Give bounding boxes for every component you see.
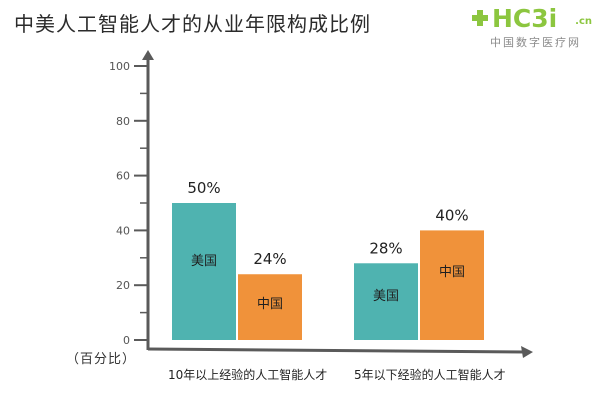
x-axis-line [147,347,526,354]
y-tick-label-60: 60 [116,170,130,183]
logo-tagline: 中国数字医疗网 [490,36,581,49]
value-label-china-0: 24% [253,250,286,268]
series-name-usa-1: 美国 [373,289,399,304]
x-axis-arrow [521,346,533,358]
bar-usa-1 [354,263,418,340]
y-tick-label-80: 80 [116,115,130,128]
category-label-10-years: 10年以上经验的人工智能人才 [168,368,328,382]
y-tick-label-40: 40 [116,224,130,237]
value-label-usa-1: 28% [369,239,402,257]
series-name-china-1: 中国 [439,265,465,280]
bar-china-1 [420,230,484,340]
value-label-china-1: 40% [435,206,468,224]
chart-title: 中美人工智能人才的从业年限构成比例 [14,12,371,36]
series-name-usa-0: 美国 [191,254,217,269]
y-tick-label-100: 100 [109,60,130,73]
medical-cross-icon [472,10,488,26]
value-label-usa-0: 50% [187,179,220,197]
y-tick-label-0: 0 [123,334,130,347]
logo-brand: HC3i [492,4,558,33]
y-tick-label-20: 20 [116,279,130,292]
category-label-5-years: 5年以下经验的人工智能人才 [354,368,506,382]
y-axis-label: （百分比） [66,352,137,367]
bar-china-0 [238,274,302,340]
hc3i-logo: HC3i .cn 中国数字医疗网 [472,4,592,49]
bar-usa-0 [172,203,236,340]
series-name-china-0: 中国 [257,297,283,312]
y-axis-arrow [142,50,154,60]
logo-domain: .cn [575,16,592,27]
